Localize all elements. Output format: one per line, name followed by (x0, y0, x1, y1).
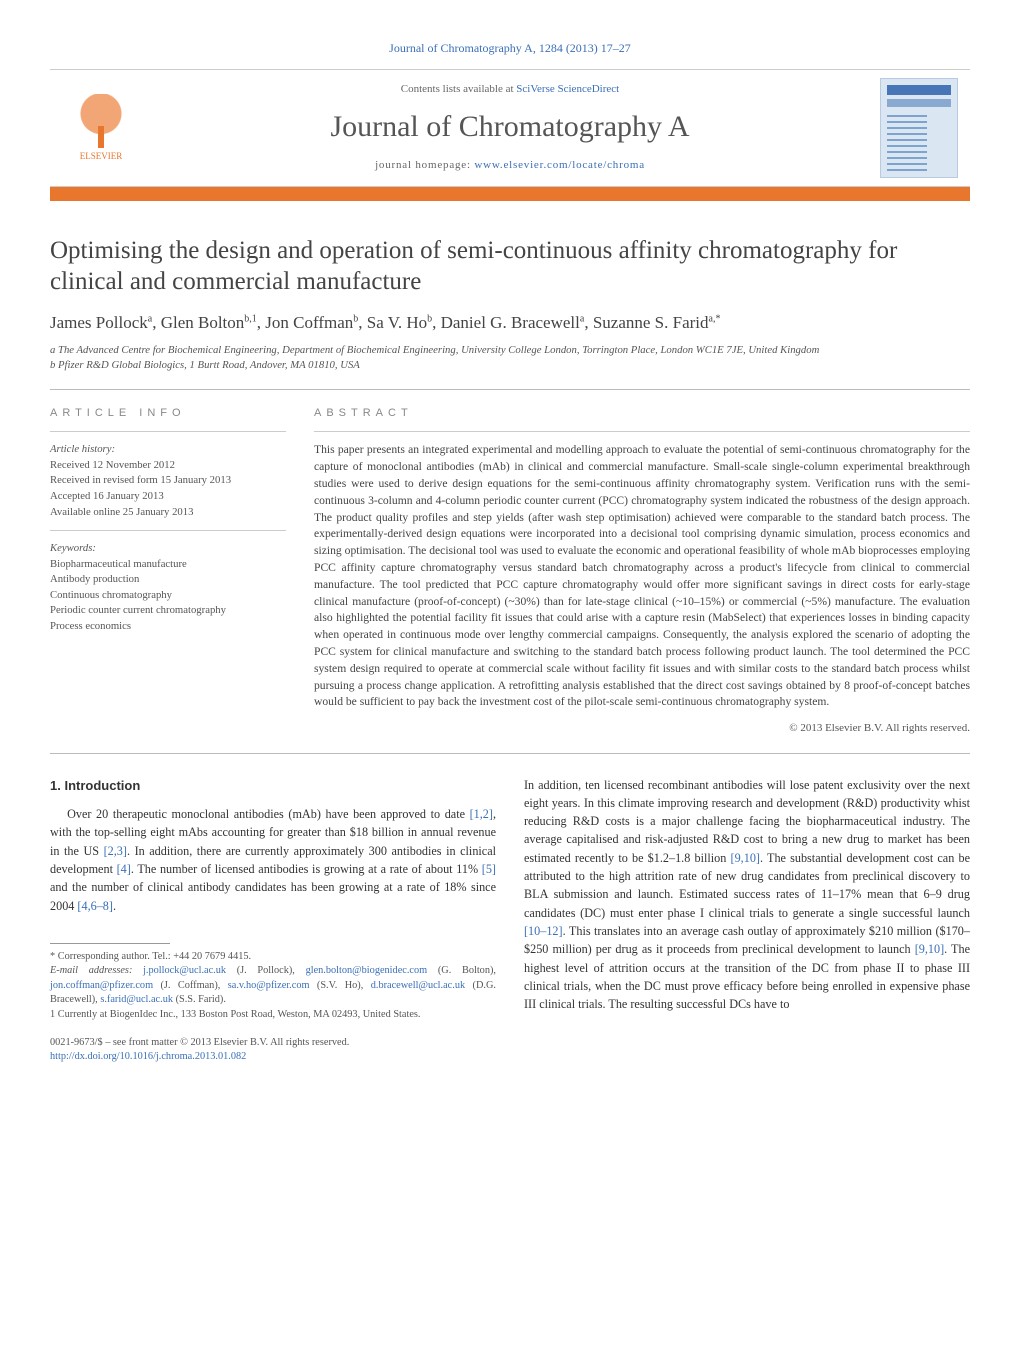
keywords-block: Keywords: Biopharmaceutical manufacture … (50, 541, 286, 634)
email-link[interactable]: glen.bolton@biogenidec.com (306, 965, 428, 976)
text-run: . (113, 899, 116, 913)
article-title: Optimising the design and operation of s… (50, 235, 970, 298)
journal-cover-thumbnail (880, 78, 958, 178)
article-info-heading: ARTICLE INFO (50, 406, 286, 421)
text-run: . The number of licensed antibodies is g… (131, 862, 482, 876)
history-line: Available online 25 January 2013 (50, 506, 193, 518)
email-link[interactable]: d.bracewell@ucl.ac.uk (371, 980, 465, 991)
sciencedirect-link[interactable]: SciVerse ScienceDirect (516, 83, 619, 95)
intro-para-1: Over 20 therapeutic monoclonal antibodie… (50, 805, 496, 915)
ref-link[interactable]: [10–12] (524, 924, 563, 938)
body-two-column: 1. Introduction Over 20 therapeutic mono… (50, 776, 970, 1065)
keyword: Biopharmaceutical manufacture (50, 558, 187, 570)
footnote-rule (50, 943, 170, 944)
email-link[interactable]: j.pollock@ucl.ac.uk (143, 965, 226, 976)
elsevier-logo: ELSEVIER (62, 84, 140, 172)
ref-link[interactable]: [4] (117, 862, 131, 876)
email-who: (G. Bolton), (427, 965, 496, 976)
article-history: Article history: Received 12 November 20… (50, 442, 286, 520)
keyword: Continuous chromatography (50, 589, 172, 601)
homepage-line: journal homepage: www.elsevier.com/locat… (158, 158, 862, 173)
keyword: Antibody production (50, 573, 139, 585)
text-run: . This translates into an average cash o… (524, 924, 970, 956)
divider (50, 753, 970, 754)
keywords-head: Keywords: (50, 542, 96, 554)
doi-link[interactable]: http://dx.doi.org/10.1016/j.chroma.2013.… (50, 1051, 246, 1062)
elsevier-tree-icon (75, 94, 127, 150)
info-divider (314, 431, 970, 432)
email-who: (J. Pollock), (226, 965, 306, 976)
footnotes: * Corresponding author. Tel.: +44 20 767… (50, 943, 496, 1065)
email-who: (J. Coffman), (153, 980, 228, 991)
keyword: Process economics (50, 620, 131, 632)
contents-line: Contents lists available at SciVerse Sci… (158, 82, 862, 97)
footnote-1: 1 Currently at BiogenIdec Inc., 133 Bost… (50, 1008, 496, 1022)
history-head: Article history: (50, 443, 115, 455)
affiliation-a: a The Advanced Centre for Biochemical En… (50, 343, 970, 358)
email-addresses: E-mail addresses: j.pollock@ucl.ac.uk (J… (50, 964, 496, 1007)
homepage-prefix: journal homepage: (375, 159, 474, 171)
author-list: James Pollocka, Glen Boltonb,1, Jon Coff… (50, 311, 970, 335)
ref-link[interactable]: [5] (482, 862, 496, 876)
divider (50, 389, 970, 390)
issn-line: 0021-9673/$ – see front matter © 2013 El… (50, 1036, 496, 1050)
abstract-text: This paper presents an integrated experi… (314, 442, 970, 711)
orange-divider (50, 187, 970, 201)
contents-prefix: Contents lists available at (401, 83, 516, 95)
citation-line: Journal of Chromatography A, 1284 (2013)… (50, 40, 970, 57)
ref-link[interactable]: [4,6–8] (77, 899, 113, 913)
journal-header: ELSEVIER Contents lists available at Sci… (50, 69, 970, 187)
emails-label: E-mail addresses: (50, 965, 143, 976)
email-who: (S.V. Ho), (309, 980, 370, 991)
ref-link[interactable]: [1,2] (470, 807, 493, 821)
elsevier-label: ELSEVIER (80, 150, 123, 163)
email-link[interactable]: jon.coffman@pfizer.com (50, 980, 153, 991)
homepage-link[interactable]: www.elsevier.com/locate/chroma (474, 159, 645, 171)
history-line: Accepted 16 January 2013 (50, 490, 164, 502)
intro-para-2: In addition, ten licensed recombinant an… (524, 776, 970, 1014)
corresponding-author: * Corresponding author. Tel.: +44 20 767… (50, 950, 496, 964)
text-run: and the number of clinical antibody cand… (50, 880, 496, 912)
text-run: Over 20 therapeutic monoclonal antibodie… (67, 807, 470, 821)
ref-link[interactable]: [2,3] (104, 844, 127, 858)
email-who: (S.S. Farid). (173, 994, 226, 1005)
front-matter-meta: 0021-9673/$ – see front matter © 2013 El… (50, 1036, 496, 1065)
history-line: Received 12 November 2012 (50, 459, 175, 471)
citation-link[interactable]: Journal of Chromatography A, 1284 (2013)… (389, 41, 631, 55)
info-divider (50, 530, 286, 531)
affiliations: a The Advanced Centre for Biochemical En… (50, 343, 970, 373)
email-link[interactable]: sa.v.ho@pfizer.com (228, 980, 310, 991)
affiliation-b: b Pfizer R&D Global Biologics, 1 Burtt R… (50, 358, 970, 373)
ref-link[interactable]: [9,10] (731, 851, 760, 865)
history-line: Received in revised form 15 January 2013 (50, 474, 231, 486)
ref-link[interactable]: [9,10] (915, 942, 944, 956)
email-link[interactable]: s.farid@ucl.ac.uk (100, 994, 173, 1005)
abstract-copyright: © 2013 Elsevier B.V. All rights reserved… (314, 721, 970, 736)
keyword: Periodic counter current chromatography (50, 604, 226, 616)
info-divider (50, 431, 286, 432)
abstract-heading: ABSTRACT (314, 406, 970, 421)
journal-name: Journal of Chromatography A (158, 106, 862, 148)
section-1-heading: 1. Introduction (50, 776, 496, 796)
